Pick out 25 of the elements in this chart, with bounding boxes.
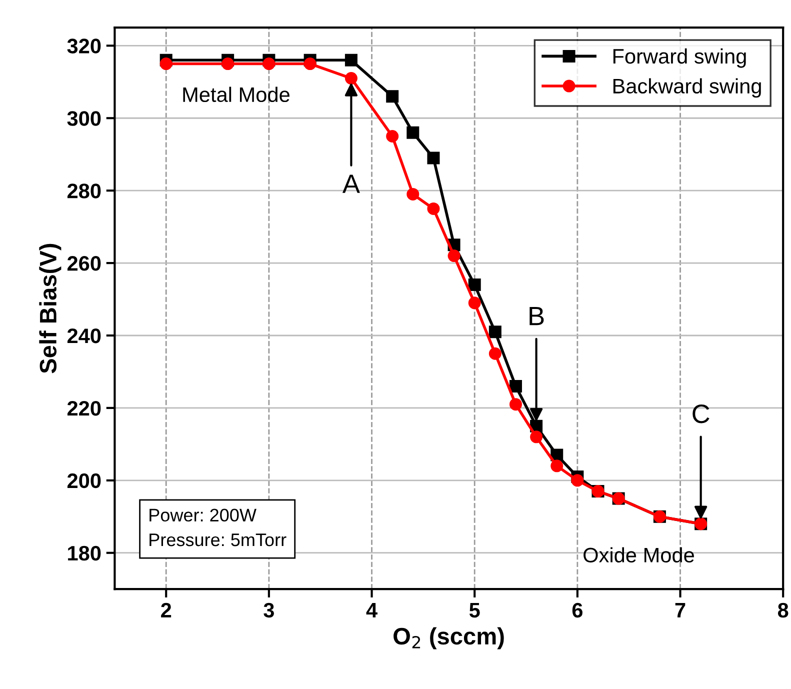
y-axis-title: Self Bias(V)	[39, 244, 62, 374]
y-tick-label: 280	[67, 184, 101, 198]
annotation: A	[342, 174, 360, 193]
annotation: Metal Mode	[183, 86, 290, 102]
x-tick-label: 2	[161, 602, 172, 618]
legend-label: Forward swing	[613, 48, 746, 68]
y-tick-label: 180	[68, 546, 101, 561]
y-tick-label: 300	[67, 111, 101, 126]
x-tick-label: 3	[264, 602, 274, 618]
y-tick-label: 220	[67, 400, 101, 416]
x-tick-label: 6	[572, 602, 582, 618]
annotation: Oxide Mode	[584, 547, 694, 563]
y-tick-label: 240	[67, 328, 101, 344]
x-tick-label: 7	[675, 603, 686, 618]
y-tick-label: 320	[67, 38, 101, 54]
annotation: Power: 200W Pressure: 5mTorr	[150, 508, 286, 546]
y-tick-label: 200	[67, 473, 101, 488]
annotation: C	[692, 404, 710, 424]
x-axis-title: O$_{2}$ (sccm)	[394, 627, 504, 650]
x-tick-label: 8	[778, 602, 788, 618]
x-tick-label: 4	[366, 603, 378, 618]
y-tick-label: 260	[67, 256, 101, 271]
annotation: B	[530, 306, 544, 326]
x-tick-label: 5	[469, 603, 480, 618]
legend-label: Backward swing	[613, 78, 761, 98]
